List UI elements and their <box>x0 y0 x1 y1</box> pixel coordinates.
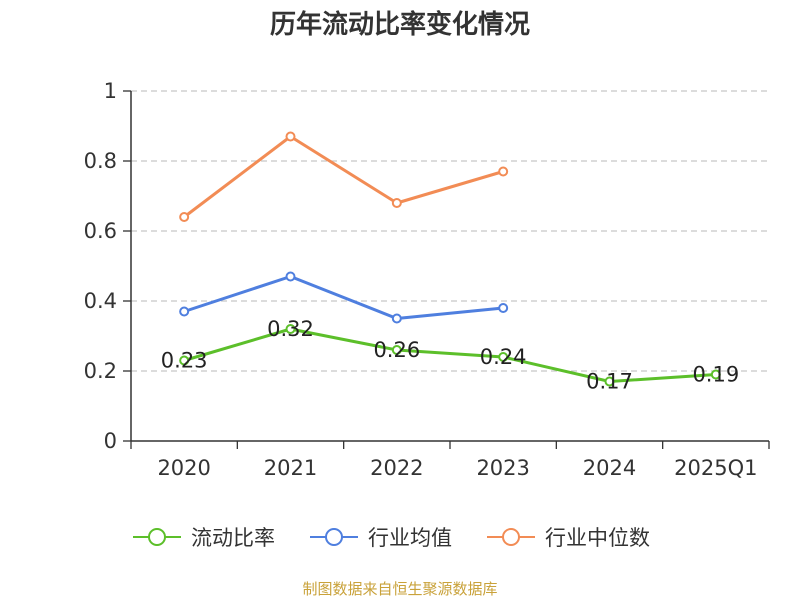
series-line-current-ratio <box>183 327 716 383</box>
y-tick-label: 0.6 <box>84 219 117 243</box>
y-tick-label: 0.2 <box>84 359 117 383</box>
data-point[interactable] <box>179 306 190 317</box>
data-point[interactable] <box>285 324 296 334</box>
data-point[interactable] <box>498 352 509 362</box>
legend-label-industry-median: 行业中位数 <box>545 526 650 550</box>
legend: 流动比率 行业均值 行业中位数 <box>0 520 800 554</box>
legend-line-marker-icon <box>133 528 181 546</box>
data-label: 0.23 <box>161 349 208 373</box>
axes: 0 0.2 0.4 0.6 0.8 1 2020 2021 2022 2023 2024 2025Q1 <box>84 79 770 480</box>
data-point[interactable] <box>179 355 190 366</box>
x-tick-label: 2024 <box>583 456 636 480</box>
y-tick-label: 1 <box>104 79 117 103</box>
data-label: 0.26 <box>373 338 420 362</box>
x-tick-label: 2021 <box>264 456 317 480</box>
x-tick-label: 2020 <box>157 456 210 480</box>
y-tick-label: 0.4 <box>84 289 117 313</box>
data-point[interactable] <box>391 198 402 208</box>
grid-lines <box>131 90 769 372</box>
legend-circle <box>325 528 343 546</box>
data-label: 0.24 <box>480 345 527 369</box>
legend-item-industry-median[interactable]: 行业中位数 <box>487 520 650 554</box>
legend-circle <box>148 528 166 546</box>
data-label: 0.17 <box>586 370 633 394</box>
legend-item-industry-avg[interactable]: 行业均值 <box>310 520 452 554</box>
data-point[interactable] <box>391 345 402 355</box>
legend-circle <box>502 528 520 546</box>
data-label: 0.19 <box>692 363 739 387</box>
x-tick-label: 2025Q1 <box>674 456 757 480</box>
legend-line-marker-icon <box>310 528 358 546</box>
data-point[interactable] <box>391 313 402 324</box>
legend-label-current-ratio: 流动比率 <box>191 526 275 550</box>
data-point[interactable] <box>179 212 190 222</box>
data-point[interactable] <box>604 376 615 387</box>
legend-line-marker-icon <box>487 528 535 546</box>
data-point[interactable] <box>285 131 296 142</box>
legend-item-current-ratio[interactable]: 流动比率 <box>133 520 275 554</box>
data-point[interactable] <box>285 271 296 282</box>
data-point[interactable] <box>498 303 509 313</box>
chart-title: 历年流动比率变化情况 <box>269 10 530 40</box>
data-point[interactable] <box>498 166 509 177</box>
series-line-industry-median <box>183 135 504 219</box>
y-tick-label: 0 <box>104 429 117 453</box>
data-point[interactable] <box>710 369 721 380</box>
data-label: 0.32 <box>267 317 314 341</box>
x-tick-label: 2023 <box>476 456 529 480</box>
x-tick-label: 2022 <box>370 456 423 480</box>
y-tick-label: 0.8 <box>84 149 117 173</box>
series <box>179 131 721 387</box>
legend-label-industry-avg: 行业均值 <box>368 526 452 550</box>
series-line-industry-avg <box>183 275 504 320</box>
data-labels: 0.23 0.32 0.26 0.24 0.17 0.19 <box>161 317 739 394</box>
data-source-note: 制图数据来自恒生聚源数据库 <box>302 580 498 598</box>
